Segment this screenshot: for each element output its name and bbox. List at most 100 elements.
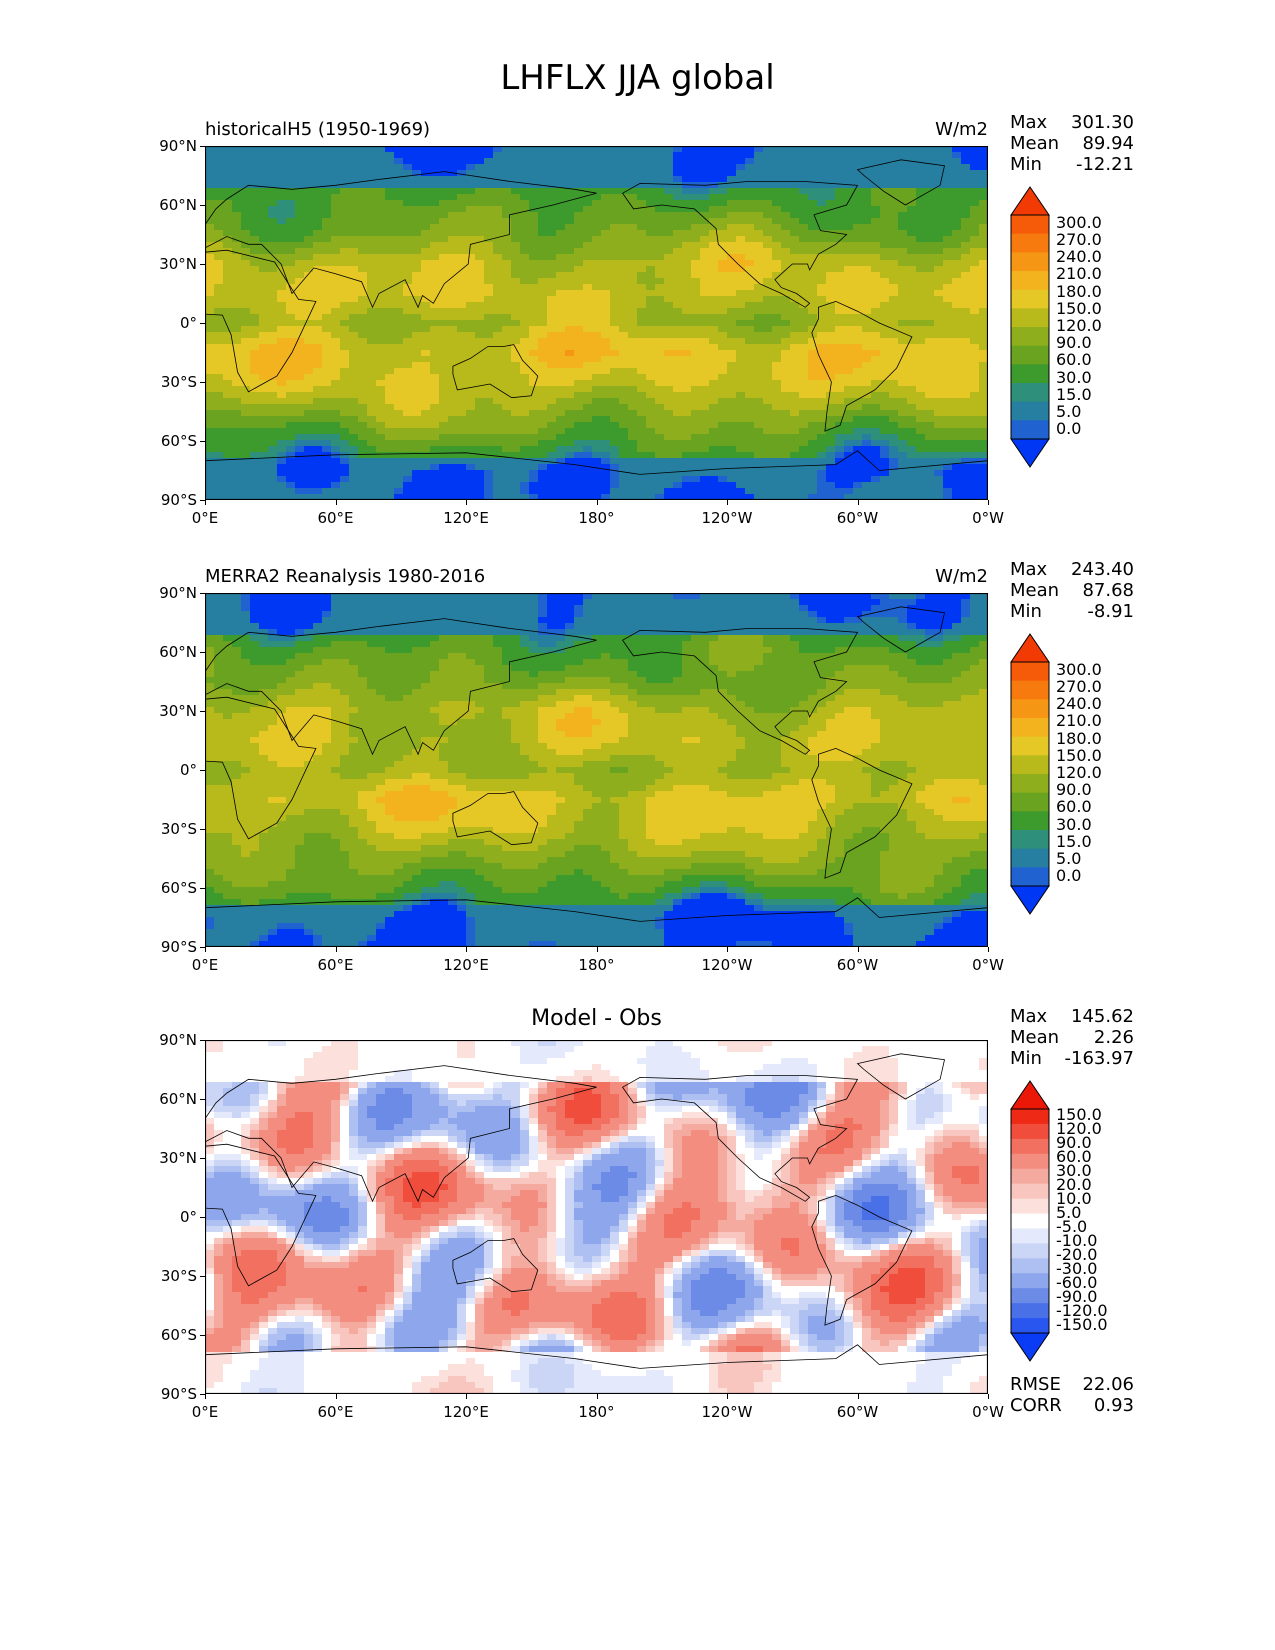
- heatmap-cell: [592, 470, 602, 477]
- heatmap-cell: [835, 362, 845, 369]
- heatmap-cell: [592, 410, 602, 417]
- heatmap-cell: [772, 464, 782, 471]
- heatmap-cell: [817, 392, 827, 399]
- heatmap-cell: [466, 356, 476, 363]
- heatmap-cell: [610, 458, 620, 465]
- heatmap-cell: [403, 296, 413, 303]
- heatmap-cell: [529, 218, 539, 225]
- heatmap-cell: [502, 368, 512, 375]
- heatmap-cell: [916, 152, 926, 159]
- heatmap-cell: [448, 362, 458, 369]
- heatmap-cell: [493, 344, 503, 351]
- heatmap-cell: [367, 290, 377, 297]
- heatmap-cell: [241, 194, 251, 201]
- heatmap-cell: [565, 440, 575, 447]
- heatmap-cell: [439, 452, 449, 459]
- heatmap-cell: [583, 194, 593, 201]
- heatmap-cell: [925, 320, 935, 327]
- heatmap-cell: [718, 344, 728, 351]
- heatmap-cell: [718, 410, 728, 417]
- heatmap-cell: [673, 356, 683, 363]
- heatmap-cell: [430, 266, 440, 273]
- heatmap-cell: [835, 170, 845, 177]
- heatmap-cell: [421, 218, 431, 225]
- heatmap-cell: [835, 206, 845, 213]
- heatmap-cell: [565, 452, 575, 459]
- heatmap-cell: [880, 206, 890, 213]
- heatmap-cell: [826, 254, 836, 261]
- heatmap-cell: [961, 170, 971, 177]
- heatmap-cell: [394, 308, 404, 315]
- heatmap-cell: [367, 248, 377, 255]
- heatmap-cell: [844, 314, 854, 321]
- heatmap-cell: [619, 404, 629, 411]
- heatmap-cell: [475, 482, 485, 489]
- heatmap-cell: [637, 272, 647, 279]
- heatmap-cell: [358, 362, 368, 369]
- heatmap-cell: [547, 344, 557, 351]
- heatmap-cell: [574, 428, 584, 435]
- heatmap-cell: [844, 326, 854, 333]
- heatmap-cell: [232, 338, 242, 345]
- heatmap-cell: [601, 272, 611, 279]
- heatmap-cell: [475, 374, 485, 381]
- heatmap-cell: [925, 386, 935, 393]
- heatmap-cell: [295, 188, 305, 195]
- heatmap-cell: [376, 488, 386, 495]
- heatmap-cell: [889, 374, 899, 381]
- heatmap-cell: [367, 392, 377, 399]
- heatmap-cell: [763, 182, 773, 189]
- heatmap-cell: [637, 404, 647, 411]
- heatmap-cell: [565, 248, 575, 255]
- heatmap-cell: [898, 146, 908, 153]
- heatmap-cell: [259, 224, 269, 231]
- heatmap-cell: [727, 350, 737, 357]
- heatmap-cell: [304, 422, 314, 429]
- heatmap-cell: [799, 350, 809, 357]
- heatmap-cell: [304, 182, 314, 189]
- heatmap-cell: [718, 338, 728, 345]
- heatmap-cell: [403, 374, 413, 381]
- heatmap-cell: [286, 446, 296, 453]
- heatmap-cell: [565, 260, 575, 267]
- heatmap-cell: [295, 260, 305, 267]
- heatmap-cell: [889, 254, 899, 261]
- heatmap-cell: [637, 260, 647, 267]
- heatmap-cell: [808, 392, 818, 399]
- heatmap-cell: [862, 242, 872, 249]
- heatmap-cell: [718, 152, 728, 159]
- heatmap-cell: [673, 416, 683, 423]
- heatmap-cell: [853, 200, 863, 207]
- heatmap-cell: [295, 458, 305, 465]
- heatmap-cell: [925, 302, 935, 309]
- heatmap-cell: [943, 464, 953, 471]
- heatmap-cell: [241, 254, 251, 261]
- heatmap-cell: [439, 410, 449, 417]
- heatmap-cell: [916, 188, 926, 195]
- heatmap-cell: [313, 350, 323, 357]
- heatmap-cell: [826, 308, 836, 315]
- heatmap-cell: [466, 374, 476, 381]
- heatmap-cell: [736, 254, 746, 261]
- heatmap-cell: [349, 212, 359, 219]
- heatmap-cell: [754, 332, 764, 339]
- heatmap-cell: [934, 338, 944, 345]
- heatmap-cell: [844, 272, 854, 279]
- heatmap-cell: [529, 464, 539, 471]
- heatmap-cell: [232, 470, 242, 477]
- heatmap-cell: [790, 452, 800, 459]
- heatmap-cell: [880, 266, 890, 273]
- heatmap-cell: [907, 152, 917, 159]
- heatmap-cell: [421, 170, 431, 177]
- heatmap-cell: [223, 362, 233, 369]
- heatmap-cell: [259, 158, 269, 165]
- heatmap-cell: [754, 236, 764, 243]
- heatmap-cell: [961, 398, 971, 405]
- heatmap-cell: [457, 452, 467, 459]
- heatmap-cell: [808, 152, 818, 159]
- heatmap-cell: [295, 290, 305, 297]
- heatmap-cell: [592, 344, 602, 351]
- heatmap-cell: [682, 428, 692, 435]
- heatmap-cell: [322, 278, 332, 285]
- heatmap-cell: [700, 224, 710, 231]
